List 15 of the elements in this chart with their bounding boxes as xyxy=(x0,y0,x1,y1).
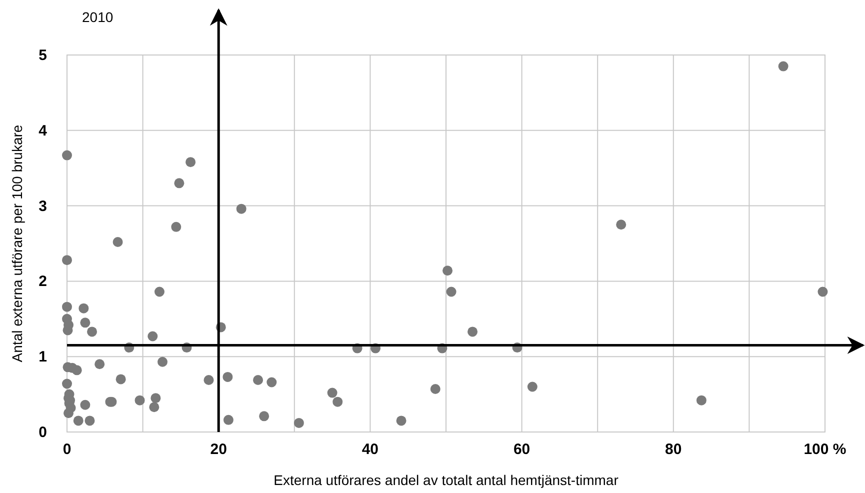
x-tick-label: 60 xyxy=(513,441,530,458)
chart-title: 2010 xyxy=(82,9,114,25)
x-tick-label: 0 xyxy=(62,441,72,458)
y-tick-label: 2 xyxy=(38,273,47,290)
x-tick-label: 80 xyxy=(665,441,682,458)
x-tick-label: 100 % xyxy=(804,441,846,458)
x-axis-title: Externa utförares andel av totalt antal hemtjänst-timmar xyxy=(274,472,619,488)
y-tick-label: 5 xyxy=(38,47,47,64)
y-tick-label: 4 xyxy=(38,122,48,140)
x-tick-label: 40 xyxy=(362,441,379,458)
y-tick-label: 0 xyxy=(38,424,47,441)
x-tick-label: 20 xyxy=(210,441,227,458)
y-tick-label: 3 xyxy=(38,198,47,215)
y-axis-title: Antal externa utförare per 100 brukare xyxy=(9,124,25,362)
y-tick-label: 1 xyxy=(38,348,47,366)
